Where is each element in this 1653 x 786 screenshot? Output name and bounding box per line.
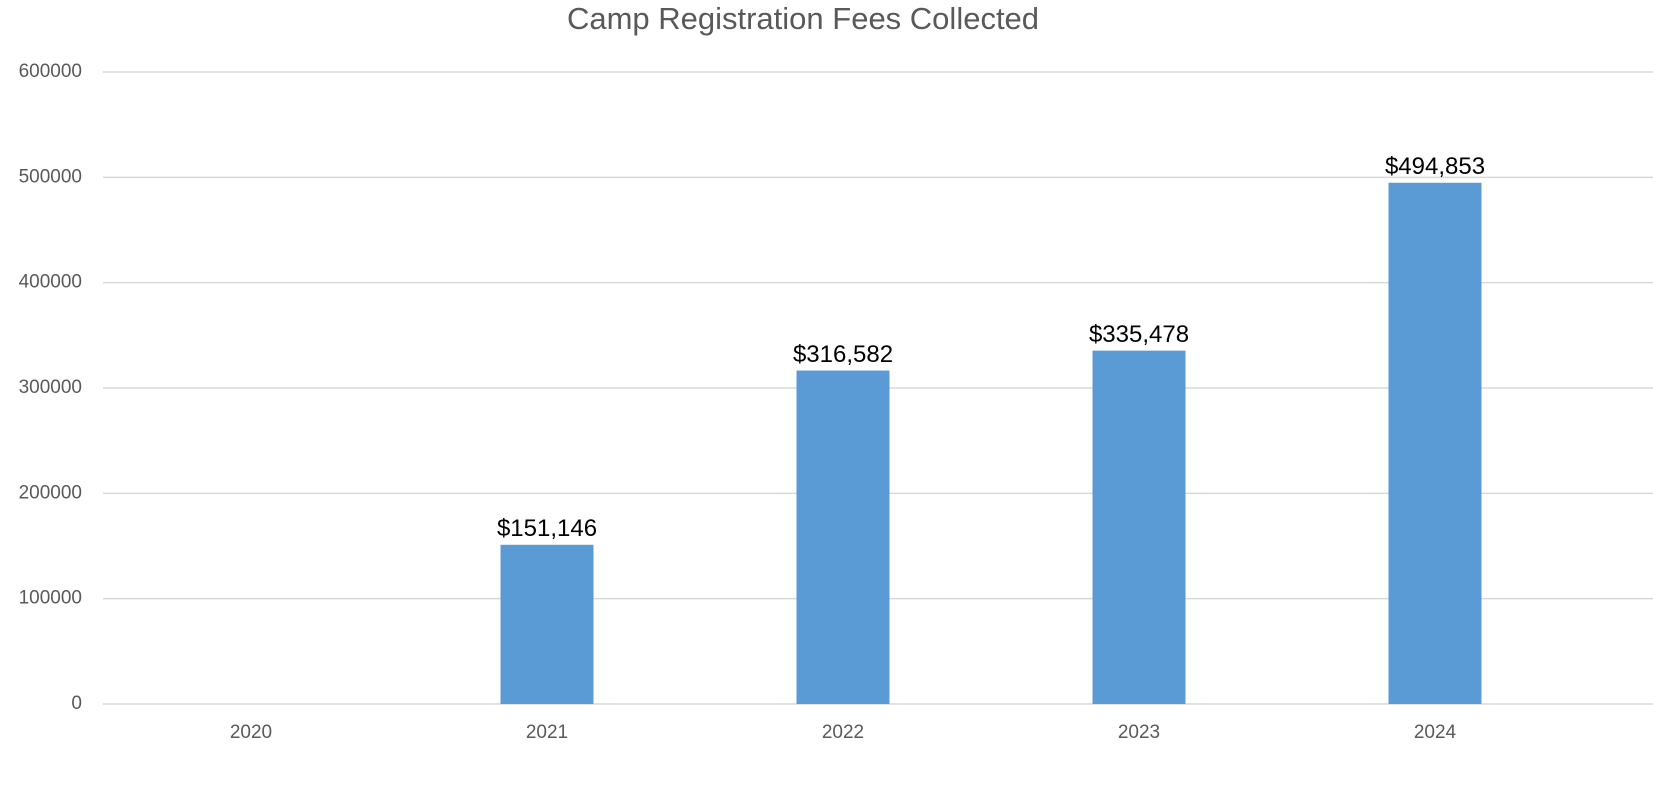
x-tick-label: 2022 [822,722,864,743]
data-label: $316,582 [793,341,893,368]
bar [1388,182,1482,705]
y-tick-label: 0 [71,693,82,714]
chart-title: Camp Registration Fees Collected [567,1,1039,36]
data-label: $151,146 [497,515,597,542]
bar [1092,350,1186,704]
y-tick-label: 600000 [19,61,82,82]
x-tick-label: 2023 [1118,722,1160,743]
y-tick-label: 400000 [19,272,82,293]
x-tick-label: 2021 [526,722,568,743]
bar [796,370,890,704]
y-tick-label: 300000 [19,377,82,398]
bar [500,544,594,704]
data-label: $335,478 [1089,321,1189,348]
x-tick-label: 2024 [1414,722,1457,743]
y-tick-label: 100000 [19,588,82,609]
y-tick-label: 200000 [19,482,82,503]
data-label: $494,853 [1385,153,1485,180]
y-tick-label: 500000 [19,166,82,187]
x-tick-label: 2020 [230,722,272,743]
